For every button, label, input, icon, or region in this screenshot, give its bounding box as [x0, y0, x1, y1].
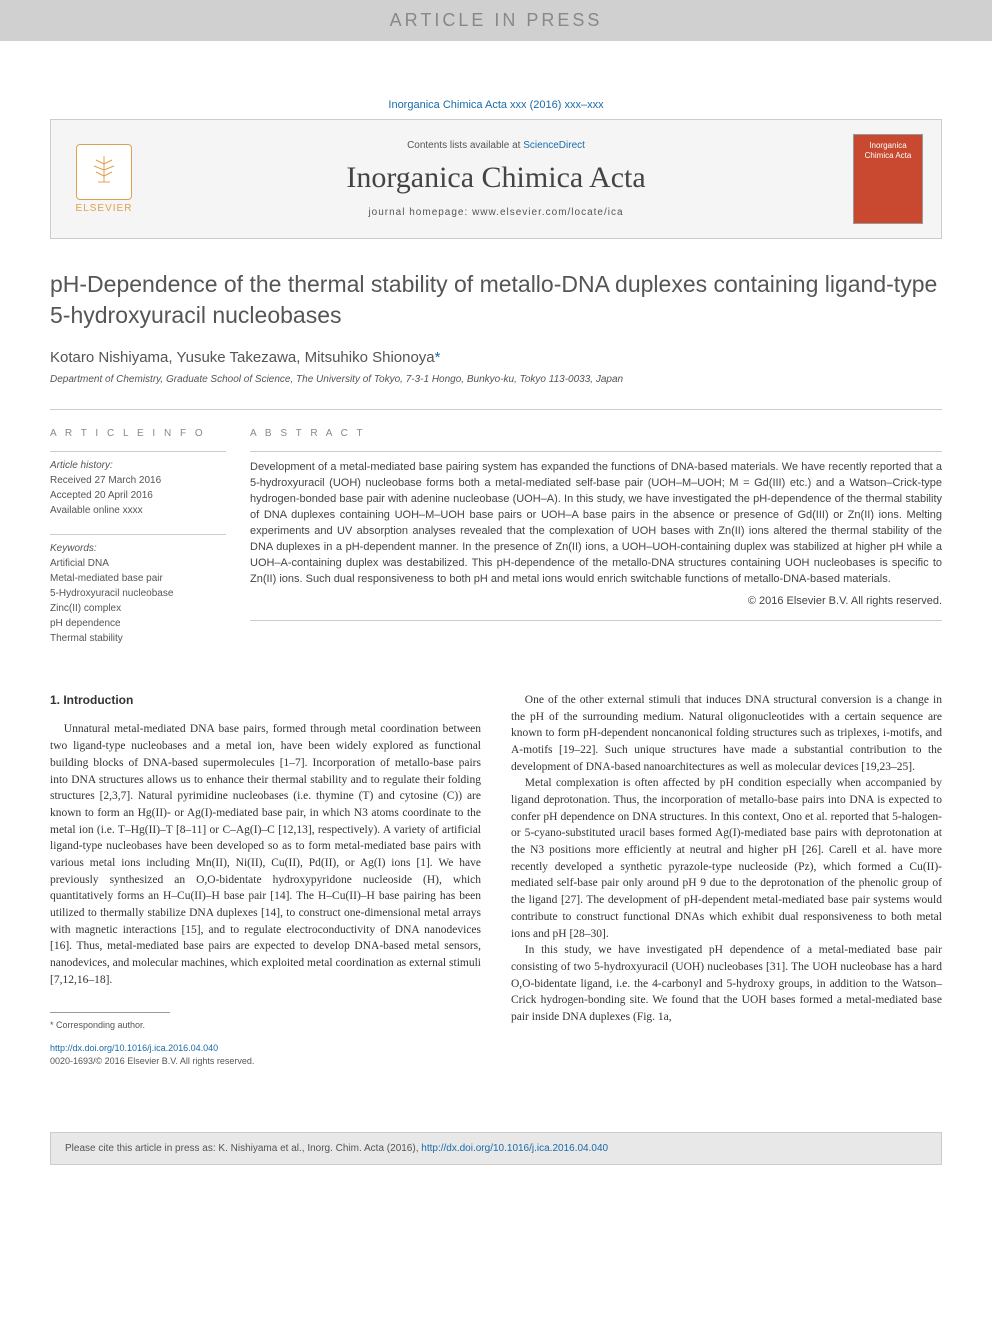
article-in-press-banner: ARTICLE IN PRESS: [0, 0, 992, 41]
cite-doi-link[interactable]: http://dx.doi.org/10.1016/j.ica.2016.04.…: [421, 1143, 608, 1154]
footnote-separator: [50, 1012, 170, 1013]
keyword-item: pH dependence: [50, 616, 226, 631]
keyword-item: Thermal stability: [50, 631, 226, 646]
issn-line: 0020-1693/© 2016 Elsevier B.V. All right…: [50, 1056, 254, 1066]
abstract-col: A B S T R A C T Development of a metal-m…: [250, 428, 942, 662]
abstract-text: Development of a metal-mediated base pai…: [250, 451, 942, 620]
contents-prefix: Contents lists available at: [407, 140, 523, 151]
sciencedirect-link[interactable]: ScienceDirect: [523, 140, 585, 151]
affiliation: Department of Chemistry, Graduate School…: [50, 374, 942, 385]
citation-bar: Inorganica Chimica Acta xxx (2016) xxx–x…: [50, 99, 942, 111]
keyword-item: 5-Hydroxyuracil nucleobase: [50, 586, 226, 601]
intro-para-2: One of the other external stimuli that i…: [511, 692, 942, 775]
keyword-item: Artificial DNA: [50, 556, 226, 571]
keyword-item: Metal-mediated base pair: [50, 571, 226, 586]
body-col-left: 1. Introduction Unnatural metal-mediated…: [50, 692, 481, 1068]
article-info-label: A R T I C L E I N F O: [50, 428, 226, 439]
page-wrapper: Inorganica Chimica Acta xxx (2016) xxx–x…: [0, 59, 992, 1108]
authors-line: Kotaro Nishiyama, Yusuke Takezawa, Mitsu…: [50, 349, 942, 366]
doi-block: http://dx.doi.org/10.1016/j.ica.2016.04.…: [50, 1042, 481, 1068]
abstract-label: A B S T R A C T: [250, 428, 942, 439]
cite-box: Please cite this article in press as: K.…: [50, 1132, 942, 1165]
cover-line1: Inorganica: [869, 141, 906, 151]
abstract-body: Development of a metal-mediated base pai…: [250, 461, 942, 585]
journal-header: ELSEVIER Contents lists available at Sci…: [50, 119, 942, 239]
journal-name: Inorganica Chimica Acta: [139, 161, 853, 195]
authors-names: Kotaro Nishiyama, Yusuke Takezawa, Mitsu…: [50, 349, 435, 366]
contents-line: Contents lists available at ScienceDirec…: [139, 140, 853, 151]
body-col-right: One of the other external stimuli that i…: [511, 692, 942, 1068]
journal-cover[interactable]: Inorganica Chimica Acta: [853, 134, 923, 224]
history-received: Received 27 March 2016: [50, 473, 226, 488]
cover-line2: Chimica Acta: [865, 151, 912, 161]
abstract-copyright: © 2016 Elsevier B.V. All rights reserved…: [250, 594, 942, 610]
header-center: Contents lists available at ScienceDirec…: [139, 140, 853, 218]
homepage-line: journal homepage: www.elsevier.com/locat…: [139, 207, 853, 218]
elsevier-label: ELSEVIER: [76, 203, 133, 214]
intro-para-3: Metal complexation is often affected by …: [511, 775, 942, 942]
article-title: pH-Dependence of the thermal stability o…: [50, 269, 942, 331]
keyword-item: Zinc(II) complex: [50, 601, 226, 616]
corresponding-footnote: * Corresponding author.: [50, 1019, 481, 1032]
intro-para-1: Unnatural metal-mediated DNA base pairs,…: [50, 721, 481, 988]
history-label: Article history:: [50, 458, 226, 473]
intro-para-4: In this study, we have investigated pH d…: [511, 942, 942, 1025]
body-columns: 1. Introduction Unnatural metal-mediated…: [50, 692, 942, 1068]
cite-prefix: Please cite this article in press as: K.…: [65, 1143, 421, 1154]
keywords-label: Keywords:: [50, 541, 226, 556]
homepage-prefix: journal homepage:: [368, 207, 472, 218]
history-available: Available online xxxx: [50, 503, 226, 518]
article-history: Article history: Received 27 March 2016 …: [50, 451, 226, 518]
keywords-block: Keywords: Artificial DNA Metal-mediated …: [50, 534, 226, 646]
homepage-url[interactable]: www.elsevier.com/locate/ica: [472, 207, 624, 218]
elsevier-logo[interactable]: ELSEVIER: [69, 139, 139, 219]
doi-link[interactable]: http://dx.doi.org/10.1016/j.ica.2016.04.…: [50, 1043, 218, 1053]
history-accepted: Accepted 20 April 2016: [50, 488, 226, 503]
elsevier-tree-icon: [76, 144, 132, 200]
section-heading-intro: 1. Introduction: [50, 692, 481, 709]
info-abstract-row: A R T I C L E I N F O Article history: R…: [50, 409, 942, 662]
article-info-col: A R T I C L E I N F O Article history: R…: [50, 428, 250, 662]
corresponding-mark: *: [435, 349, 441, 366]
